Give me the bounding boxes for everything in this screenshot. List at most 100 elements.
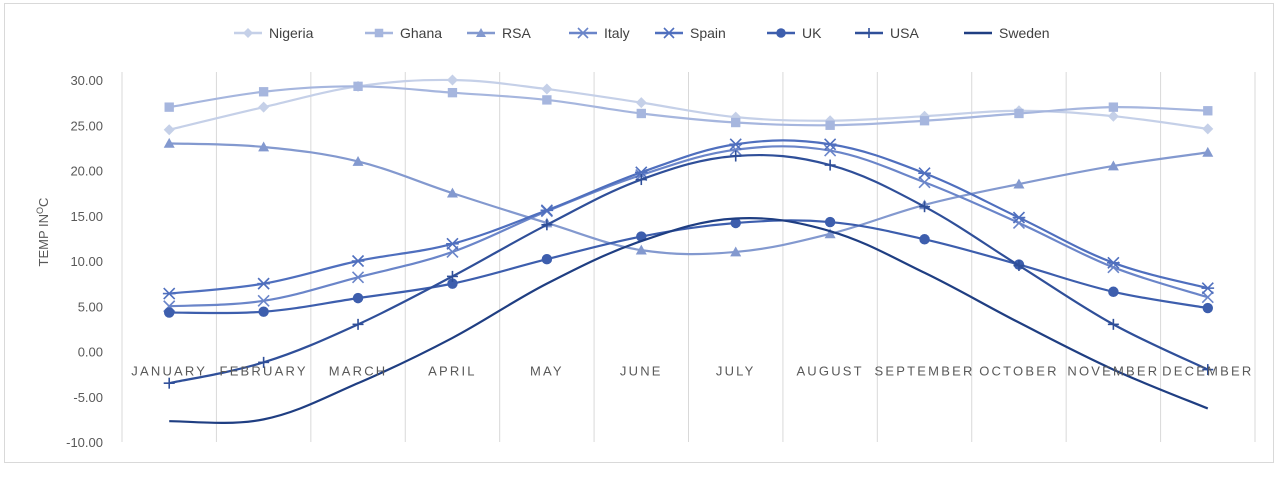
series-nigeria-marker xyxy=(541,83,553,95)
series-usa-marker xyxy=(352,318,364,330)
series-ghana-marker xyxy=(1108,102,1119,112)
series-nigeria-marker xyxy=(1202,123,1214,135)
legend-label: Italy xyxy=(604,25,630,41)
y-tick-label: -10.00 xyxy=(66,435,103,450)
y-axis-label: TEMP INOC xyxy=(35,198,51,267)
series-spain-marker xyxy=(446,237,459,250)
series-ghana-marker xyxy=(542,95,552,105)
series-usa-marker xyxy=(1013,260,1025,272)
series-ghana-marker xyxy=(447,87,458,98)
x-category-label: APRIL xyxy=(428,364,477,379)
series-rsa-marker xyxy=(1013,178,1025,189)
series-usa-marker xyxy=(163,377,175,389)
series-uk-marker xyxy=(824,216,836,228)
legend-label: USA xyxy=(890,25,919,41)
series-spain xyxy=(162,138,1215,300)
series-spain-marker xyxy=(162,287,176,300)
series-usa-marker xyxy=(446,270,458,282)
series-ghana-marker xyxy=(636,108,646,119)
series-uk-marker xyxy=(1108,286,1119,297)
legend-usa-marker xyxy=(864,28,874,38)
y-axis-label-suffix: C xyxy=(36,198,51,207)
legend-spain-marker xyxy=(663,27,675,39)
legend-item-italy: Italy xyxy=(569,25,630,41)
legend-ghana-marker xyxy=(374,28,384,38)
series-spain-marker xyxy=(729,138,743,151)
series-rsa xyxy=(163,137,1214,257)
series-usa-marker xyxy=(1107,318,1119,330)
series-ghana-marker xyxy=(1203,106,1213,116)
series-nigeria-marker xyxy=(446,74,458,86)
series-usa-marker xyxy=(824,159,836,171)
series-rsa-marker xyxy=(635,244,647,255)
series-line-uk xyxy=(169,219,1208,315)
series-uk-marker xyxy=(258,306,269,317)
series-ghana-marker xyxy=(919,116,930,126)
series-ghana-marker xyxy=(353,81,363,92)
series-line-italy xyxy=(169,145,1209,308)
series-uk-marker xyxy=(919,234,930,245)
series-italy-marker xyxy=(1201,291,1214,304)
series-ghana-marker xyxy=(825,120,835,130)
series-rsa-marker xyxy=(352,155,364,166)
series-usa xyxy=(163,150,1214,389)
series-rsa-marker xyxy=(1202,146,1214,157)
legend-item-ghana: Ghana xyxy=(365,25,442,41)
series-spain-marker xyxy=(918,167,931,180)
series-nigeria-marker xyxy=(635,97,647,109)
series-usa-marker xyxy=(541,219,553,231)
x-category-label: AUGUST xyxy=(796,364,863,379)
x-category-label: MAY xyxy=(530,364,564,379)
x-category-label: FEBRUARY xyxy=(220,364,308,379)
series-italy-marker xyxy=(351,271,365,284)
legend-label: Nigeria xyxy=(269,25,314,41)
series-ghana-marker xyxy=(731,117,741,128)
series-spain-marker xyxy=(540,204,554,217)
y-tick-label: 15.00 xyxy=(70,209,103,224)
x-category-label: OCTOBER xyxy=(979,364,1058,379)
series-ghana-marker xyxy=(164,102,174,112)
series-ghana-marker xyxy=(1014,108,1024,119)
legend-italy-marker xyxy=(577,27,589,39)
legend-item-rsa: RSA xyxy=(467,25,531,41)
legend-label: Sweden xyxy=(999,25,1050,41)
y-tick-label: 5.00 xyxy=(78,299,103,314)
series-italy-marker xyxy=(729,143,742,156)
x-category-label: SEPTEMBER xyxy=(875,364,975,379)
x-axis-categories: JANUARY FEBRUARY MARCH APRIL MAY JUNE JULY AUGU… xyxy=(131,364,1251,379)
y-tick-label: 10.00 xyxy=(70,254,103,269)
y-tick-label: 25.00 xyxy=(70,118,103,133)
series-spain-marker xyxy=(351,254,365,268)
series-uk-marker xyxy=(352,292,364,304)
series-italy-marker xyxy=(257,294,270,307)
y-tick-label: -5.00 xyxy=(73,390,103,405)
series-spain-marker xyxy=(1201,282,1215,295)
legend-item-nigeria: Nigeria xyxy=(234,25,314,41)
x-category-label: JULY xyxy=(716,364,756,379)
legend-label: Spain xyxy=(690,25,726,41)
series-line-nigeria xyxy=(168,78,1208,131)
legend-label: RSA xyxy=(502,25,531,41)
series-uk-marker xyxy=(541,253,553,265)
legend-uk-marker xyxy=(776,28,786,38)
series-line-ghana xyxy=(169,85,1208,127)
series-uk-marker xyxy=(730,217,741,229)
series-line-sweden xyxy=(169,217,1209,424)
series-uk xyxy=(163,216,1214,318)
series-line-rsa xyxy=(169,142,1208,256)
gridlines xyxy=(121,72,1256,442)
series-spain-marker xyxy=(823,138,837,151)
y-axis-label-text: TEMP IN xyxy=(36,214,51,267)
y-tick-label: 0.00 xyxy=(78,345,103,360)
legend: Nigeria Ghana RSA Italy Spain UK USA Sweden xyxy=(234,25,1050,41)
series-spain-marker xyxy=(634,166,648,179)
series-nigeria-marker xyxy=(1107,110,1119,122)
legend-nigeria-marker xyxy=(243,28,253,38)
series-usa-marker xyxy=(919,201,931,213)
series-sweden xyxy=(169,217,1209,424)
series-rsa-marker xyxy=(1107,160,1119,171)
legend-label: Ghana xyxy=(400,25,442,41)
legend-item-usa: USA xyxy=(855,25,919,41)
x-category-label: JANUARY xyxy=(131,364,207,379)
